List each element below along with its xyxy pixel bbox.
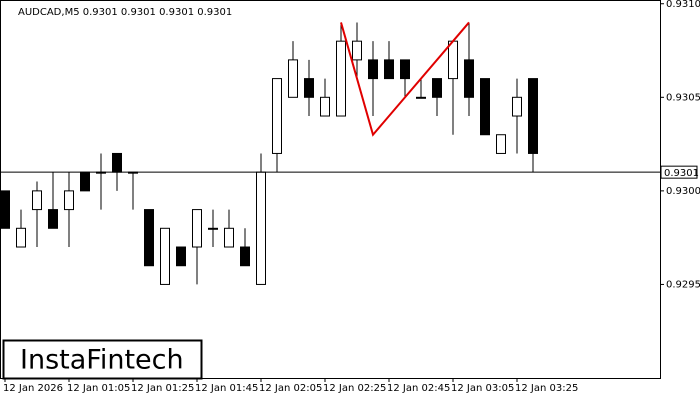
candle-body bbox=[80, 171, 90, 192]
candle-body bbox=[256, 171, 266, 285]
candle-body bbox=[512, 96, 522, 117]
candle-body bbox=[352, 40, 362, 61]
y-tick-label: 0.9310 bbox=[666, 0, 700, 10]
x-tick-label: 12 Jan 03:05 bbox=[451, 383, 514, 394]
x-tick-label: 12 Jan 02:25 bbox=[323, 383, 386, 394]
candle-body bbox=[208, 227, 218, 230]
candle-body bbox=[448, 40, 458, 80]
candle-body bbox=[320, 96, 330, 117]
candle-body bbox=[160, 227, 170, 285]
last-price-label: 0.9301 bbox=[664, 168, 699, 179]
candle-body bbox=[336, 40, 346, 117]
last-price-box bbox=[660, 165, 698, 179]
y-tick-label: 0.9305 bbox=[666, 92, 700, 103]
candle-body bbox=[176, 246, 186, 267]
pattern-line bbox=[340, 21, 470, 137]
candle-body bbox=[224, 227, 234, 248]
candle-body bbox=[272, 78, 282, 154]
plot-frame bbox=[0, 0, 661, 379]
candle-body bbox=[464, 59, 474, 98]
candle-body bbox=[112, 152, 122, 173]
x-tick-label: 12 Jan 03:25 bbox=[515, 383, 578, 394]
candle-body bbox=[416, 96, 426, 99]
candle-body bbox=[192, 209, 202, 248]
candle-body bbox=[432, 78, 442, 98]
logo: InstaFintech bbox=[20, 345, 184, 376]
candle-body bbox=[304, 78, 314, 98]
logo-box bbox=[2, 339, 203, 380]
candle-body bbox=[48, 209, 58, 229]
x-tick-label: 12 Jan 01:45 bbox=[195, 383, 258, 394]
candle-body bbox=[288, 59, 298, 98]
y-tick-label: 0.9295 bbox=[666, 279, 700, 290]
candle-body bbox=[32, 190, 42, 211]
candle-body bbox=[0, 190, 10, 229]
candle-body bbox=[384, 59, 394, 80]
x-tick-label: 12 Jan 02:45 bbox=[387, 383, 450, 394]
candle-body bbox=[528, 78, 538, 154]
candle-body bbox=[16, 227, 26, 248]
x-tick-label: 12 Jan 02:05 bbox=[259, 383, 322, 394]
x-tick-label: 12 Jan 01:25 bbox=[131, 383, 194, 394]
candle-body bbox=[496, 134, 506, 154]
candle-body bbox=[64, 190, 74, 211]
candle-body bbox=[144, 209, 154, 267]
candle-body bbox=[480, 78, 490, 136]
chart-title: AUDCAD,M5 0.9301 0.9301 0.9301 0.9301 bbox=[18, 7, 232, 18]
candle-body bbox=[240, 246, 250, 267]
x-tick-label: 12 Jan 2026 bbox=[3, 383, 63, 394]
candle-body bbox=[368, 59, 378, 80]
x-tick-label: 12 Jan 01:05 bbox=[67, 383, 130, 394]
y-tick-label: 0.9300 bbox=[666, 186, 700, 197]
candle-body bbox=[400, 59, 410, 80]
